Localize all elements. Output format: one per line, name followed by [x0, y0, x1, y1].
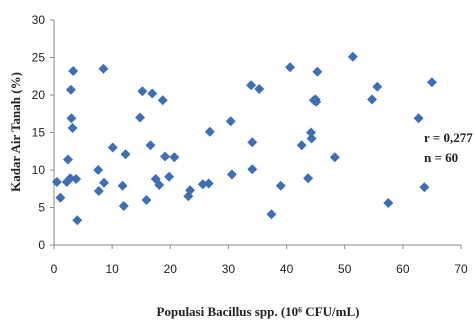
data-point: [135, 112, 146, 123]
x-axis-title: Populasi Bacillus spp. (10⁶ CFU/mL): [157, 304, 360, 319]
data-point: [154, 180, 165, 190]
x-tick-label: 70: [454, 262, 468, 276]
data-point: [383, 198, 394, 208]
data-point: [419, 182, 430, 193]
data-point: [164, 171, 175, 182]
data-point: [66, 113, 77, 124]
x-ticks: 0 10 20 30 40 50 60 70: [51, 245, 468, 276]
y-tick-label: 5: [38, 201, 45, 215]
y-tick-label: 10: [32, 163, 46, 177]
data-point: [254, 84, 265, 94]
y-tick-label: 25: [32, 51, 46, 65]
x-tick-label: 60: [396, 262, 410, 276]
data-point: [67, 123, 78, 133]
data-point: [160, 151, 171, 162]
data-point: [55, 192, 66, 203]
data-point: [247, 164, 258, 175]
data-point: [197, 179, 208, 190]
data-point: [372, 81, 383, 92]
data-point: [306, 133, 317, 144]
data-point: [169, 152, 180, 163]
data-point: [311, 96, 322, 107]
data-point: [71, 174, 82, 184]
data-point: [65, 173, 76, 184]
data-point: [157, 95, 168, 106]
data-point: [247, 137, 258, 148]
data-point: [120, 149, 131, 160]
y-tick-label: 30: [32, 13, 46, 27]
x-tick-label: 50: [338, 262, 352, 276]
data-point: [68, 66, 79, 76]
annotation-r: r = 0,277: [424, 130, 473, 145]
data-point: [312, 66, 323, 77]
y-tick-label: 20: [32, 88, 46, 102]
x-tick-label: 40: [280, 262, 294, 276]
data-point: [65, 84, 76, 95]
data-point: [93, 186, 104, 196]
data-point: [145, 140, 156, 151]
data-point: [137, 86, 148, 97]
y-tick-label: 0: [38, 238, 45, 252]
x-tick-label: 20: [164, 262, 178, 276]
data-point: [117, 180, 128, 191]
data-point: [51, 177, 62, 187]
data-point: [225, 116, 236, 127]
x-tick-label: 30: [222, 262, 236, 276]
data-point: [413, 113, 424, 124]
data-point: [203, 178, 214, 189]
data-point: [296, 140, 307, 151]
data-point: [147, 88, 158, 99]
data-point: [329, 152, 340, 163]
data-point: [285, 62, 296, 73]
data-point: [185, 185, 196, 196]
data-point: [246, 80, 257, 91]
data-point: [98, 63, 109, 74]
annotation-n: n = 60: [424, 150, 458, 165]
y-ticks: 0 5 10 15 20 25 30: [32, 13, 54, 252]
data-point: [62, 154, 73, 165]
data-point: [367, 94, 378, 105]
data-point: [93, 165, 104, 175]
plot-area: [53, 20, 461, 246]
data-point: [118, 201, 129, 211]
data-points: [51, 51, 437, 226]
data-point: [141, 195, 152, 205]
data-point: [426, 77, 437, 88]
data-point: [99, 177, 110, 188]
data-point: [347, 51, 358, 62]
x-tick-label: 0: [51, 262, 58, 276]
x-tick-label: 10: [105, 262, 119, 276]
data-point: [226, 169, 237, 180]
y-tick-label: 15: [32, 126, 46, 140]
data-point: [266, 209, 277, 220]
y-axis-title: Kadar Air Tanah (%): [8, 72, 23, 192]
data-point: [107, 142, 118, 153]
data-point: [204, 126, 215, 137]
data-point: [305, 127, 316, 138]
data-point: [275, 180, 286, 191]
data-point: [72, 215, 83, 226]
data-point: [303, 173, 314, 184]
